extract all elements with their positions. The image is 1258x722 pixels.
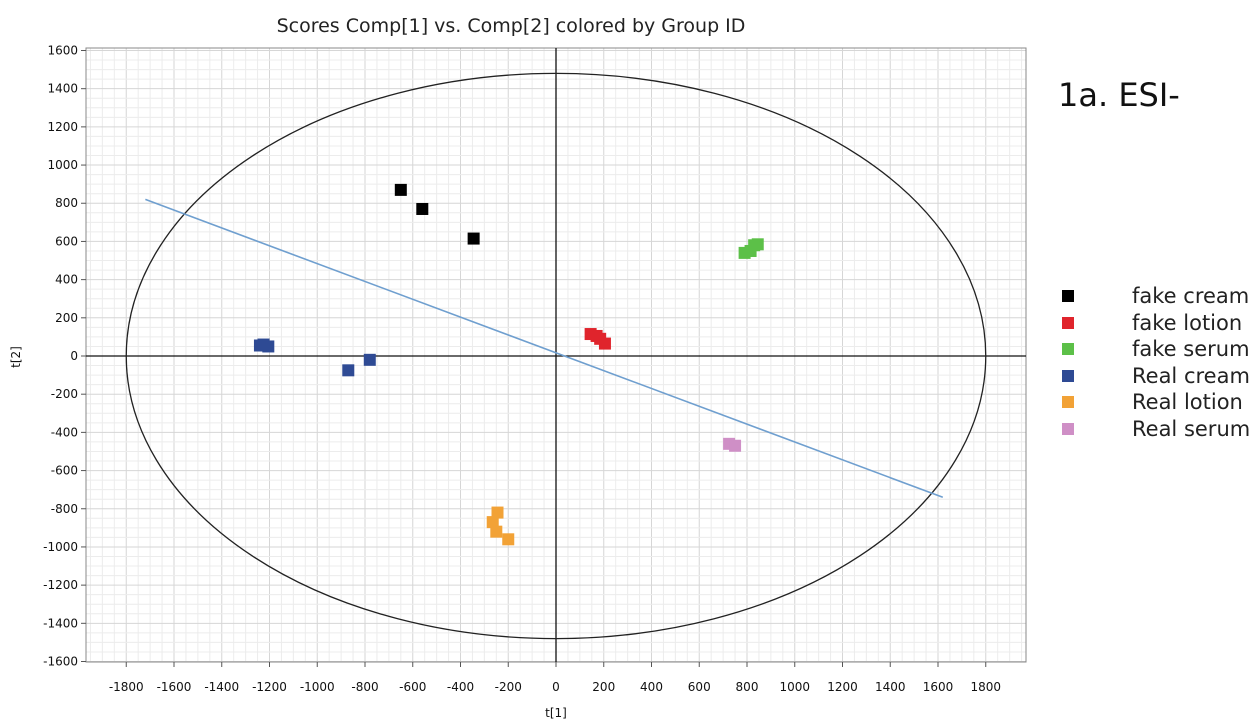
x-tick-label: -1800: [109, 680, 144, 694]
legend-swatch: [1062, 422, 1074, 435]
x-tick-label: -1000: [300, 680, 335, 694]
x-tick-label: -1600: [157, 680, 192, 694]
x-axis-label: t[1]: [545, 706, 567, 720]
y-tick-label: -200: [51, 387, 78, 401]
y-tick-label: 600: [55, 234, 78, 248]
point-real-lotion: [486, 516, 499, 529]
x-tick-label: 0: [552, 680, 560, 694]
legend-item: Real lotion: [1062, 389, 1250, 416]
y-tick-label: 400: [55, 273, 78, 287]
legend-label: Real lotion: [1132, 390, 1243, 415]
x-tick-label: 1200: [827, 680, 858, 694]
point-fake-cream: [467, 232, 480, 245]
y-tick-label: 1600: [47, 43, 78, 57]
legend-item: fake lotion: [1062, 310, 1250, 337]
legend-label: fake cream: [1132, 284, 1250, 309]
x-tick-label: -1400: [204, 680, 239, 694]
point-fake-lotion: [598, 337, 611, 350]
point-real-cream: [262, 340, 275, 353]
point-real-lotion: [490, 525, 503, 538]
x-tick-label: -1200: [252, 680, 287, 694]
y-tick-label: 0: [70, 349, 78, 363]
y-tick-label: -1000: [43, 540, 78, 554]
legend-item: Real cream: [1062, 363, 1250, 390]
legend-swatch: [1062, 290, 1074, 303]
legend-swatch: [1062, 396, 1074, 409]
y-tick-labels: -1600 -1400 -1200 -1000 -800 -600 -400 -200 0 200…: [43, 43, 86, 669]
y-tick-label: 1200: [47, 120, 78, 134]
panel-annotation: 1a. ESI-: [1058, 76, 1180, 114]
x-tick-label: 1600: [923, 680, 954, 694]
point-real-lotion: [502, 533, 515, 546]
hotelling-ellipse: [125, 72, 987, 640]
data-points: [253, 183, 764, 546]
legend: fake cream fake lotion fake serum Real crea…: [1062, 283, 1250, 442]
point-real-cream: [363, 353, 376, 366]
legend-swatch: [1062, 343, 1074, 356]
legend-item: Real serum: [1062, 416, 1250, 443]
y-tick-label: 1400: [47, 82, 78, 96]
legend-swatch: [1062, 369, 1074, 382]
point-fake-cream: [394, 183, 407, 196]
y-tick-label: 800: [55, 196, 78, 210]
x-tick-label: 400: [640, 680, 663, 694]
y-axis-label: t[2]: [9, 346, 23, 368]
zero-axes: [86, 48, 1026, 662]
legend-label: Real serum: [1132, 416, 1251, 441]
legend-swatch: [1062, 316, 1074, 329]
point-real-serum: [729, 439, 742, 452]
y-tick-label: -1400: [43, 616, 78, 630]
x-tick-label: -200: [495, 680, 522, 694]
y-tick-label: 1000: [47, 158, 78, 172]
x-tick-label: -600: [399, 680, 426, 694]
y-tick-label: -1200: [43, 578, 78, 592]
point-real-lotion: [491, 506, 504, 519]
point-fake-cream: [416, 202, 429, 215]
y-tick-label: -1600: [43, 655, 78, 669]
x-tick-label: -800: [351, 680, 378, 694]
x-tick-label: 800: [736, 680, 759, 694]
point-real-cream: [342, 364, 355, 377]
y-tick-label: -400: [51, 425, 78, 439]
x-tick-label: 600: [688, 680, 711, 694]
x-tick-label: 1800: [970, 680, 1001, 694]
legend-item: fake serum: [1062, 336, 1250, 363]
point-fake-serum: [751, 238, 764, 251]
x-tick-label: 1000: [779, 680, 810, 694]
chart-title: Scores Comp[1] vs. Comp[2] colored by Gr…: [277, 15, 746, 37]
x-tick-label: 1400: [875, 680, 906, 694]
legend-label: Real cream: [1132, 363, 1250, 388]
x-tick-labels: -1800 -1600 -1400 -1200 -1000 -800 -600 -400 -20…: [109, 662, 1001, 694]
x-tick-label: 200: [592, 680, 615, 694]
y-tick-label: 200: [55, 311, 78, 325]
legend-label: fake lotion: [1132, 310, 1243, 335]
legend-item: fake cream: [1062, 283, 1250, 310]
y-tick-label: -600: [51, 464, 78, 478]
y-tick-label: -800: [51, 502, 78, 516]
trend-line: [145, 198, 944, 499]
x-tick-label: -400: [447, 680, 474, 694]
legend-label: fake serum: [1132, 337, 1250, 362]
